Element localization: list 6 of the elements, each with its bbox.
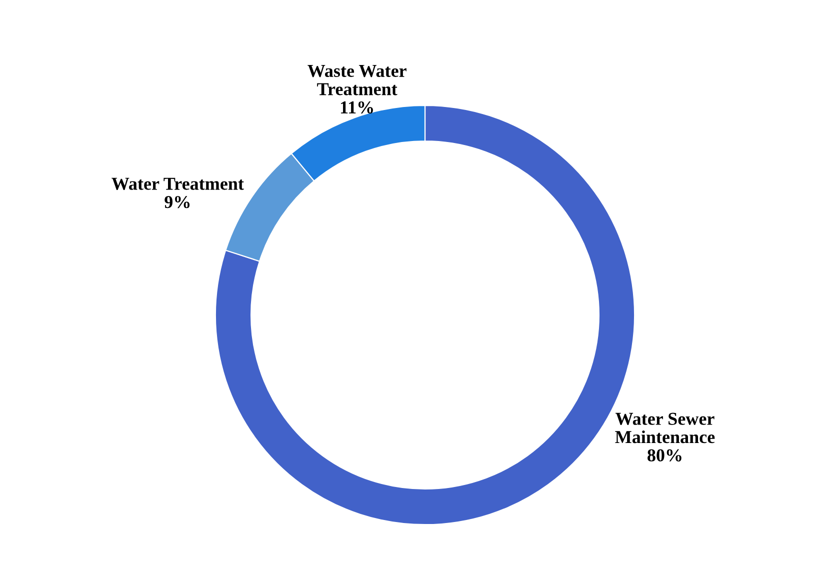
data-label: 11% <box>340 101 373 114</box>
data-label: 80% <box>648 449 682 462</box>
data-label: 9% <box>164 196 190 208</box>
slice-label: Water Sewer Maintenance <box>615 412 715 444</box>
slice-label: Waste Water Treatment <box>308 64 406 96</box>
slice-label: Water Treatment <box>112 178 244 190</box>
